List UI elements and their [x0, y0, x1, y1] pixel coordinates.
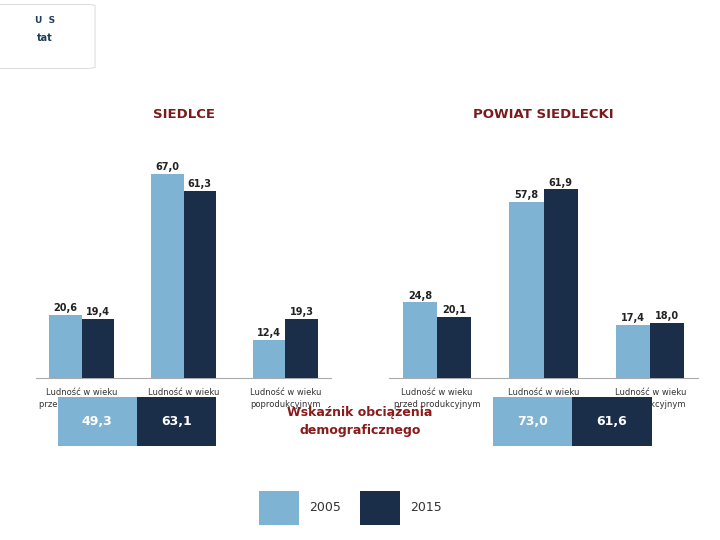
Bar	[403, 302, 437, 378]
Text: 20,6: 20,6	[54, 303, 78, 313]
Text: tat: tat	[37, 33, 53, 43]
FancyBboxPatch shape	[58, 397, 137, 446]
Bar	[650, 323, 684, 378]
Text: 20,1: 20,1	[442, 305, 466, 315]
FancyBboxPatch shape	[137, 397, 216, 446]
Text: 63,1: 63,1	[161, 415, 192, 428]
Text: 67,0: 67,0	[156, 162, 179, 172]
Text: 49,3: 49,3	[82, 415, 112, 428]
Bar	[50, 315, 82, 378]
Text: 19,4: 19,4	[86, 307, 110, 317]
Text: POWIAT SIEDLECKI: POWIAT SIEDLECKI	[473, 109, 614, 122]
Bar	[285, 319, 318, 378]
FancyBboxPatch shape	[0, 4, 95, 69]
FancyBboxPatch shape	[493, 397, 572, 446]
Bar	[616, 325, 650, 378]
Bar	[82, 319, 114, 378]
Text: 57,8: 57,8	[515, 190, 539, 200]
Text: 24,8: 24,8	[408, 291, 432, 301]
Text: 73,0: 73,0	[518, 415, 548, 428]
Text: Wskaźnik obciążenia
demograficznego: Wskaźnik obciążenia demograficznego	[287, 406, 433, 437]
Bar	[544, 190, 577, 378]
FancyBboxPatch shape	[360, 491, 400, 525]
Bar	[510, 202, 544, 378]
Text: 12,4: 12,4	[257, 328, 281, 339]
FancyBboxPatch shape	[259, 491, 299, 525]
Bar	[184, 191, 216, 378]
Bar	[437, 317, 471, 378]
Bar	[253, 340, 285, 378]
Text: 17,4: 17,4	[621, 313, 645, 323]
Text: 61,9: 61,9	[549, 178, 572, 187]
FancyBboxPatch shape	[572, 397, 652, 446]
Bar	[151, 174, 184, 378]
Text: 18,0: 18,0	[655, 312, 680, 321]
Text: SKUTKI DEMOGRAFICZNE MIGRACJI: SKUTKI DEMOGRAFICZNE MIGRACJI	[112, 28, 441, 45]
Text: 2005: 2005	[310, 501, 341, 514]
Text: SIEDLCE: SIEDLCE	[153, 109, 215, 122]
Text: 19,3: 19,3	[289, 307, 313, 318]
Text: Struktura ludności według ekonomicznych grup wieku: Struktura ludności według ekonomicznych …	[157, 96, 563, 109]
Text: 61,6: 61,6	[597, 415, 627, 428]
Text: U  S: U S	[35, 16, 55, 25]
Text: 2015: 2015	[410, 501, 442, 514]
Text: 61,3: 61,3	[188, 179, 212, 190]
